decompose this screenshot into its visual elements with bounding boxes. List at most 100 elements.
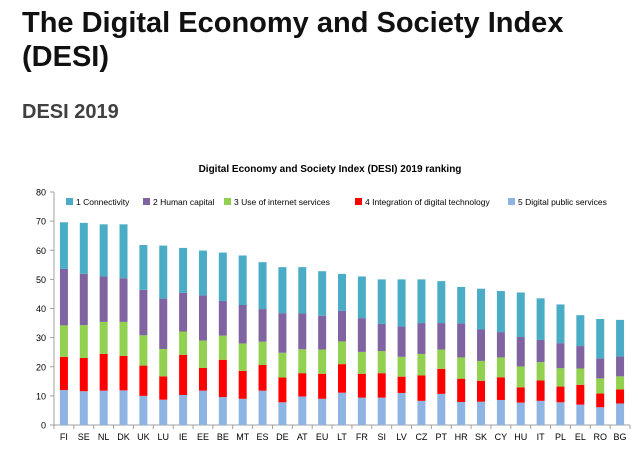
chart-bars [59,222,625,426]
bar-segment [536,400,545,425]
bar-segment [318,349,327,374]
bar-segment [457,357,466,379]
x-tick-label: SK [475,432,487,442]
bar-segment [298,373,307,397]
legend-swatch [66,198,73,205]
bar-segment [576,404,585,425]
bar-segment [477,401,486,425]
bar-segment [377,279,386,324]
bar-segment [318,373,327,399]
bar-segment [457,323,466,358]
bar-segment [218,300,227,336]
bar-segment [159,376,168,400]
bar-segment [516,387,525,403]
bar-segment [357,373,366,398]
y-tick-label: 50 [36,275,46,285]
bar-segment [596,407,605,425]
legend-label: 1 Connectivity [76,197,130,207]
x-tick-label: NL [98,432,110,442]
page-subtitle: DESI 2019 [22,101,119,123]
y-tick-label: 60 [36,246,46,256]
bar-segment [477,380,486,402]
bar-segment [516,366,525,388]
x-tick-label: FR [356,432,368,442]
bar-segment [179,247,188,293]
bar-segment [437,368,446,394]
bar-segment [536,298,545,340]
bar-segment [496,399,505,425]
desi-ranking-chart: Digital Economy and Society Index (DESI)… [36,164,631,442]
bar-segment [318,315,327,350]
bar-segment [377,373,386,398]
bar-segment [278,352,287,378]
bar-segment [198,295,207,341]
bar-segment [596,393,605,408]
x-tick-label: HR [455,432,468,442]
bar-segment [536,339,545,363]
bar-segment [556,368,565,387]
bar-segment [179,292,188,332]
bar-segment [377,323,386,352]
bar-segment [119,390,128,425]
bar-segment [357,397,366,425]
bar-segment [616,403,625,425]
x-tick-label: LV [396,432,406,442]
x-tick-label: ES [257,432,269,442]
bar-segment [119,355,128,391]
bar-segment [417,400,426,425]
bar-segment [159,298,168,349]
bar-segment [596,358,605,379]
y-tick-label: 40 [36,304,46,314]
bar-segment [59,390,68,425]
page-title: The Digital Economy and Society Index (D… [22,7,564,73]
bar-segment [477,288,486,330]
legend-swatch [355,198,362,205]
bar-segment [357,351,366,374]
bar-segment [238,255,247,305]
x-tick-label: RO [593,432,607,442]
bar-segment [278,313,287,353]
bar-segment [139,335,148,366]
bar-segment [496,332,505,358]
bar-segment [79,222,88,274]
bar-segment [616,319,625,357]
bar-segment [576,368,585,385]
legend-label: 5 Digital public services [518,197,607,207]
bar-segment [377,351,386,374]
bar-segment [278,267,287,314]
x-tick-label: PT [436,432,448,442]
bar-segment [437,393,446,425]
x-tick-label: FI [60,432,68,442]
bar-segment [437,349,446,369]
bar-segment [298,267,307,314]
x-tick-label: CZ [415,432,427,442]
bar-segment [99,224,108,277]
bar-segment [79,325,88,359]
y-tick-label: 70 [36,217,46,227]
bar-segment [139,365,148,396]
legend-swatch [508,198,515,205]
bar-segment [258,365,267,391]
bar-segment [198,367,207,391]
bar-segment [218,252,227,301]
chart-legend: 1 Connectivity 2 Human capital 3 Use of in… [66,197,607,207]
bar-segment [79,273,88,326]
bar-segment [616,376,625,390]
legend-swatch [143,198,150,205]
bar-segment [496,357,505,378]
bar-segment [417,353,426,376]
legend-label: 3 Use of internet services [234,197,330,207]
bar-segment [516,292,525,338]
bar-segment [357,276,366,319]
legend-label: 2 Human capital [153,197,215,207]
bar-segment [397,392,406,425]
bar-segment [99,353,108,391]
bar-segment [59,268,68,326]
bar-segment [596,378,605,394]
x-tick-label: CY [495,432,508,442]
chart-title: Digital Economy and Society Index (DESI)… [199,164,462,175]
x-tick-label: UK [137,432,150,442]
bar-segment [556,304,565,344]
bar-segment [338,310,346,342]
x-tick-label: DE [276,432,289,442]
